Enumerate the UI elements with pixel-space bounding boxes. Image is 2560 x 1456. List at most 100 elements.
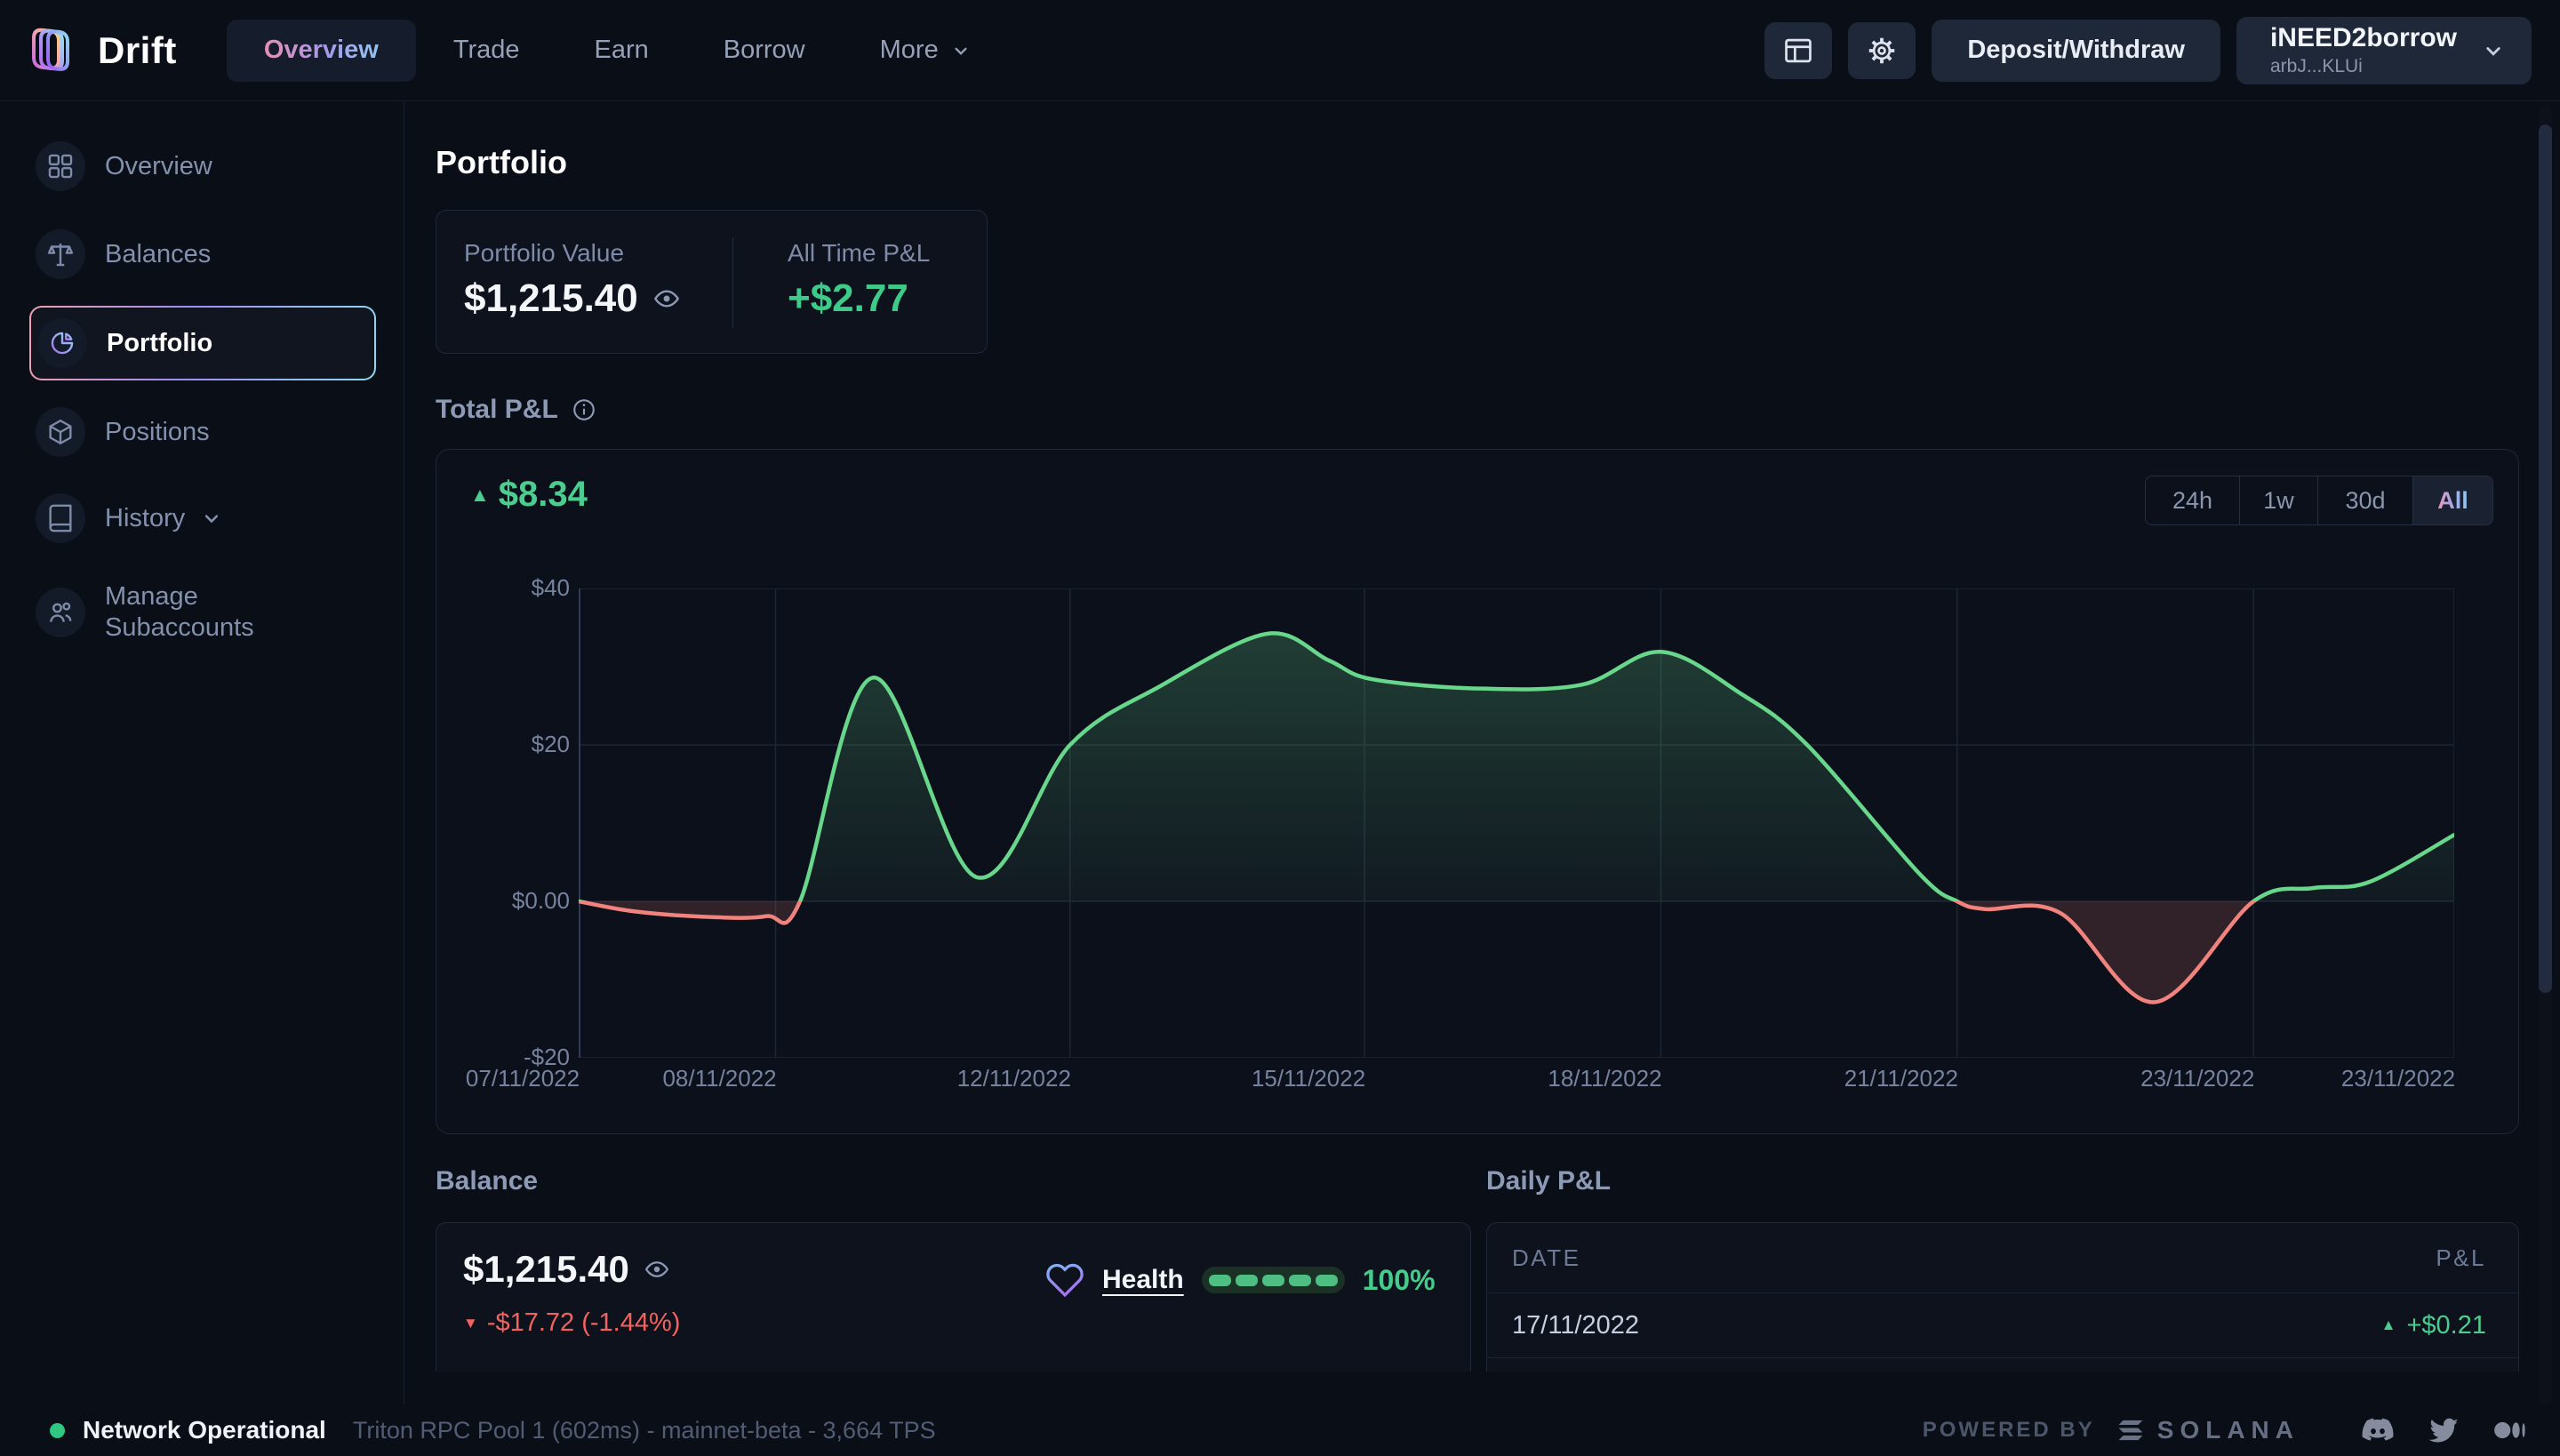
balance-change: ▼ -$17.72 (-1.44%) [463,1308,681,1337]
sidebar-item-label: Balances [105,239,212,268]
total-pnl-chart-card: ▲ $8.34 24h 1w 30d All $40 $20 $0.00 -$20 07/1… [436,449,2519,1134]
page-title: Portfolio [436,144,567,180]
table-row[interactable]: 17/11/2022 ▲ +$0.21 [1487,1293,2518,1358]
main-content: Portfolio Portfolio Value $1,215.40 All … [404,101,2560,1372]
powered-by-label: POWERED BY [1922,1418,2095,1442]
up-triangle-icon: ▲ [470,483,490,506]
nav-item-trade[interactable]: Trade [416,20,557,82]
scale-icon [36,229,85,279]
gear-icon [1869,37,1895,63]
nav-item-earn[interactable]: Earn [557,20,686,82]
x-tick-label: 18/11/2022 [1548,1065,1662,1092]
solana-wordmark: SOLANA [2156,1416,2300,1444]
medium-icon[interactable] [2492,1412,2529,1449]
sidebar-item-history[interactable]: History [29,481,376,556]
top-nav: Overview Trade Earn Borrow More [226,19,1010,82]
column-header-pnl: P&L [2436,1244,2486,1271]
account-menu-button[interactable]: iNEED2borrow arbJ...KLUi [2236,16,2532,84]
portfolio-summary-card: Portfolio Value $1,215.40 All Time P&L +… [436,210,988,354]
settings-button[interactable] [1848,21,1916,79]
sidebar-item-balances[interactable]: Balances [29,217,376,292]
sidebar-item-portfolio[interactable]: Portfolio [29,306,376,380]
total-pnl-title-row: Total P&L [436,395,597,425]
x-tick-label: 15/11/2022 [1251,1065,1366,1092]
x-tick-label: 08/11/2022 [662,1065,777,1092]
discord-icon[interactable] [2360,1412,2396,1448]
statusbar: Network Operational Triton RPC Pool 1 (6… [0,1404,2560,1456]
portfolio-value: $1,215.40 [464,276,681,321]
statusbar-right: POWERED BY SOLANA [1923,1412,2529,1449]
nav-item-overview[interactable]: Overview [226,19,416,82]
nav-item-more[interactable]: More [843,20,1010,82]
sidebar-item-label: History [105,503,186,532]
nav-item-borrow[interactable]: Borrow [686,20,843,82]
health-segment [1288,1274,1311,1286]
sidebar: Overview Balances Portfolio Positions Histor… [0,101,404,1404]
rpc-info: Triton RPC Pool 1 (602ms) - mainnet-beta… [352,1416,936,1444]
cube-icon [36,407,85,457]
network-status-dot [50,1422,65,1438]
x-tick-label: 23/11/2022 [2340,1065,2456,1092]
total-pnl-current-value: ▲ $8.34 [470,475,588,514]
range-button-1w[interactable]: 1w [2239,476,2317,524]
daily-pnl-table-header: DATE P&L [1487,1223,2518,1293]
x-tick-label: 12/11/2022 [956,1065,1071,1092]
all-time-pnl-label: All Time P&L [788,239,931,267]
drift-logo-icon [32,28,69,71]
y-tick-label: $0.00 [511,887,570,914]
chevron-down-icon [205,515,219,524]
all-time-pnl-value: +$2.77 [788,276,908,320]
topbar-right: Deposit/Withdraw iNEED2borrow arbJ...KLU… [1764,16,2532,84]
time-range-selector: 24h 1w 30d All [2145,476,2493,525]
pie-chart-icon [37,318,87,368]
health-segment [1315,1274,1338,1286]
range-button-all[interactable]: All [2412,476,2492,524]
row-pnl: ▲ +$0.21 [2380,1310,2486,1340]
scrollbar-thumb[interactable] [2539,124,2552,993]
sidebar-item-manage-subaccounts[interactable]: Manage Subaccounts [29,575,376,650]
daily-pnl-card: DATE P&L 17/11/2022 ▲ +$0.21 [1486,1222,2519,1372]
account-address: arbJ...KLUi [2269,55,2363,76]
health-segment [1208,1274,1231,1286]
x-tick-label: 23/11/2022 [2140,1065,2255,1092]
twitter-icon[interactable] [2426,1412,2461,1448]
y-tick-label: $20 [531,731,570,757]
account-name: iNEED2borrow [2269,23,2457,53]
y-tick-label: -$20 [523,1044,570,1070]
health-link[interactable]: Health [1102,1265,1184,1294]
range-button-24h[interactable]: 24h [2146,476,2239,524]
deposit-withdraw-button[interactable]: Deposit/Withdraw [1932,19,2220,82]
info-icon[interactable] [571,396,597,423]
book-icon [36,493,85,543]
balance-section-title: Balance [436,1166,539,1196]
pnl-area-chart[interactable] [579,588,2454,1058]
brand[interactable]: Drift [27,21,177,80]
brand-name: Drift [98,28,177,71]
chevron-down-icon [2486,46,2500,56]
chevron-down-icon [955,47,967,55]
divider [732,237,733,328]
sidebar-item-label: Positions [105,417,210,446]
solana-icon [2118,1420,2143,1441]
sidebar-item-positions[interactable]: Positions [29,395,376,469]
layout-icon [1785,38,1812,62]
y-tick-label: $40 [531,574,570,601]
layout-toggle-button[interactable] [1764,21,1833,79]
health-segment [1235,1274,1258,1286]
eye-icon[interactable] [644,1256,670,1283]
eye-icon[interactable] [652,284,681,313]
scrollbar[interactable] [2539,105,2552,1404]
row-date: 17/11/2022 [1512,1310,1639,1340]
sidebar-item-overview[interactable]: Overview [29,129,376,204]
users-icon [36,588,85,637]
range-button-30d[interactable]: 30d [2317,476,2412,524]
sidebar-item-label: Portfolio [107,328,213,357]
sidebar-item-label: Manage Subaccounts [105,582,254,642]
total-pnl-section-title: Total P&L [436,395,558,424]
topbar: Drift Overview Trade Earn Borrow More [0,0,2560,101]
health-row: Health 100% [1045,1260,1436,1300]
x-tick-label: 21/11/2022 [1844,1065,1958,1092]
network-status-label: Network Operational [83,1416,326,1444]
portfolio-value-label: Portfolio Value [464,239,625,267]
